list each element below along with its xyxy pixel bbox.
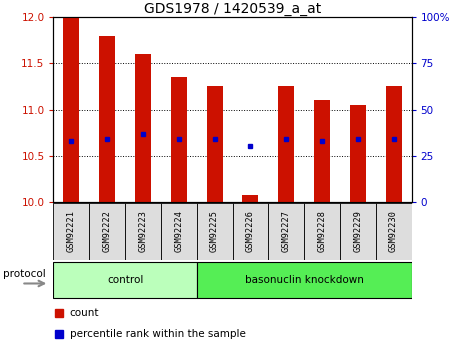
Bar [314,100,330,202]
Bar [350,105,366,202]
Bar [99,36,115,202]
Bar [135,54,151,202]
Bar [376,203,412,260]
Text: GSM92224: GSM92224 [174,210,183,253]
Bar [232,203,268,260]
Text: basonuclin knockdown: basonuclin knockdown [245,275,364,285]
Bar [53,263,197,298]
Text: protocol: protocol [3,269,46,279]
Text: GSM92229: GSM92229 [353,210,362,253]
Text: GSM92230: GSM92230 [389,210,398,253]
Bar [206,87,223,202]
Bar [171,77,187,202]
Text: GSM92223: GSM92223 [139,210,147,253]
Text: GSM92222: GSM92222 [103,210,112,253]
Text: GSM92228: GSM92228 [318,210,326,253]
Text: GSM92221: GSM92221 [67,210,76,253]
Bar [161,203,197,260]
Bar [197,203,232,260]
Text: count: count [70,308,99,318]
Text: GSM92227: GSM92227 [282,210,291,253]
Bar [89,203,125,260]
Bar [340,203,376,260]
Bar [304,203,340,260]
Bar [278,87,294,202]
Bar [125,203,161,260]
Bar [242,195,259,202]
Title: GDS1978 / 1420539_a_at: GDS1978 / 1420539_a_at [144,2,321,16]
Bar [268,203,304,260]
Text: percentile rank within the sample: percentile rank within the sample [70,329,246,339]
Text: GSM92225: GSM92225 [210,210,219,253]
Bar [197,263,412,298]
Bar [63,17,80,202]
Bar [385,87,402,202]
Text: GSM92226: GSM92226 [246,210,255,253]
Bar [53,203,89,260]
Text: control: control [107,275,143,285]
